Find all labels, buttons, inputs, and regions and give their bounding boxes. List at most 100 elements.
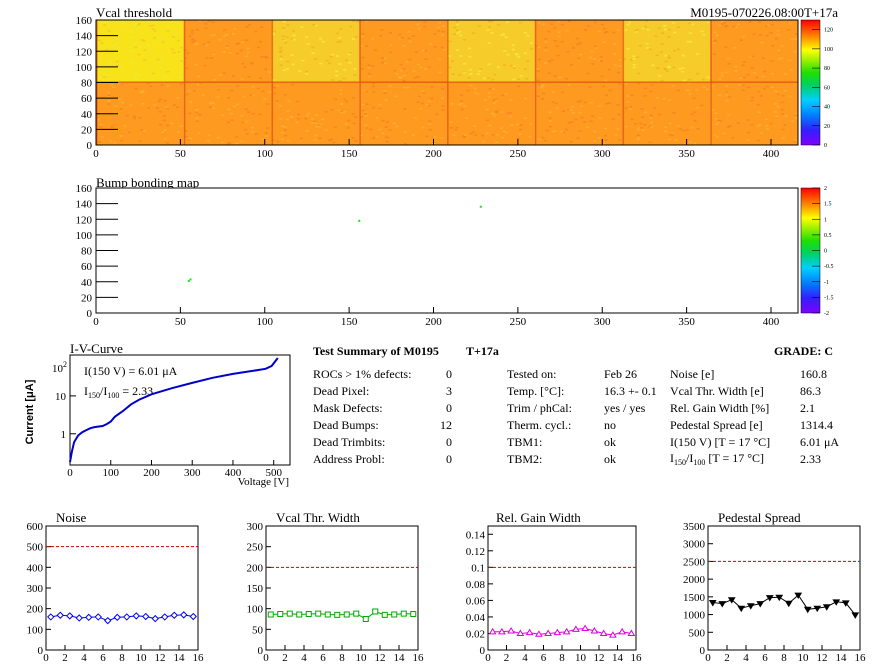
data-point [66,612,74,620]
pixel-speckle [548,117,552,119]
pixel-speckle [339,89,343,91]
y-tick-label: 600 [27,521,44,533]
pixel-speckle [250,126,254,129]
pixel-speckle [541,136,545,139]
pixel-speckle [660,43,664,45]
pixel-speckle [537,22,541,24]
pixel-speckle [688,32,692,34]
pixel-speckle [266,127,270,129]
summary-value: 0 [446,452,452,466]
pixel-speckle [486,77,490,79]
pixel-speckle [273,86,277,89]
pixel-speckle [373,49,377,52]
data-point [151,614,159,623]
x-tick-label: 300 [594,316,611,328]
pixel-speckle [283,134,287,137]
pixel-speckle [367,67,371,69]
pixel-speckle [565,77,569,80]
pixel-speckle [256,87,260,90]
pixel-speckle [268,71,272,73]
y-tick-label: 3000 [683,539,706,551]
pixel-speckle [616,128,620,130]
pixel-speckle [488,124,492,127]
pixel-speckle [412,70,416,72]
x-tick-label: 8 [339,652,345,664]
pixel-speckle [450,60,454,62]
pixel-speckle [416,101,420,103]
pixel-speckle [544,41,548,43]
pixel-speckle [544,49,548,52]
pixel-speckle [643,87,647,90]
pixel-speckle [207,20,211,22]
iv-title: I-V-Curve [70,341,123,356]
roc-plot-3: Pedestal Spread 0 500 1000 1500 2000 2500 3000 3… [683,510,866,664]
pixel-speckle [616,29,620,32]
pixel-speckle [232,75,236,77]
iv-x-label: Voltage [V] [238,476,289,488]
pixel-speckle [99,126,103,128]
bump-map-dots [187,205,482,282]
pixel-speckle [331,53,335,56]
pixel-speckle [279,117,283,120]
pixel-speckle [188,112,192,115]
pixel-speckle [102,73,106,75]
pixel-speckle [197,132,201,134]
pixel-speckle [780,45,784,47]
pixel-speckle [555,45,559,47]
pixel-speckle [635,56,639,59]
pixel-speckle [463,62,467,65]
y-tick-label: 160 [76,15,93,27]
pixel-speckle [725,94,729,96]
pixel-speckle [109,62,113,65]
pixel-speckle [282,39,286,42]
pixel-speckle [375,117,379,119]
pixel-speckle [671,85,675,87]
pixel-speckle [741,89,745,92]
pixel-speckle [487,20,491,23]
pixel-speckle [780,113,784,115]
pixel-speckle [381,57,385,60]
pixel-speckle [204,44,208,46]
pixel-speckle [490,32,494,34]
pixel-speckle [693,111,697,114]
data-point [353,610,360,617]
pixel-speckle [179,83,183,85]
pixel-speckle [339,93,343,96]
pixel-speckle [494,99,498,102]
pixel-speckle [649,90,653,93]
pixel-speckle [583,28,587,31]
pixel-speckle [741,35,745,38]
pixel-speckle [138,117,142,119]
pixel-speckle [279,55,283,58]
pixel-speckle [586,126,590,129]
pixel-speckle [682,129,686,132]
pixel-speckle [469,84,473,87]
x-tick-label: 2 [282,652,288,664]
pixel-speckle [318,137,322,139]
pixel-speckle [650,121,654,124]
pixel-speckle [661,32,665,34]
pixel-speckle [599,55,603,58]
pixel-speckle [166,85,170,87]
roc-plot-frame [265,525,419,651]
pixel-speckle [529,123,533,125]
pixel-speckle [777,49,781,52]
data-point [113,613,121,622]
pixel-speckle [194,64,198,66]
pixel-speckle [371,37,375,40]
pixel-speckle [389,44,393,47]
pixel-speckle [110,125,114,128]
pixel-speckle [641,116,645,118]
pixel-speckle [388,129,392,131]
pixel-speckle [650,84,654,86]
pixel-speckle [416,76,420,78]
pixel-speckle [758,21,762,23]
pixel-speckle [354,116,358,118]
x-tick-label: 2 [62,652,68,664]
data-point [627,629,636,636]
pixel-speckle [731,136,735,139]
x-tick-label: 0 [93,148,99,160]
roc-edge [710,82,712,145]
summary-value: 2.33 [800,452,821,466]
pixel-speckle [188,35,192,38]
